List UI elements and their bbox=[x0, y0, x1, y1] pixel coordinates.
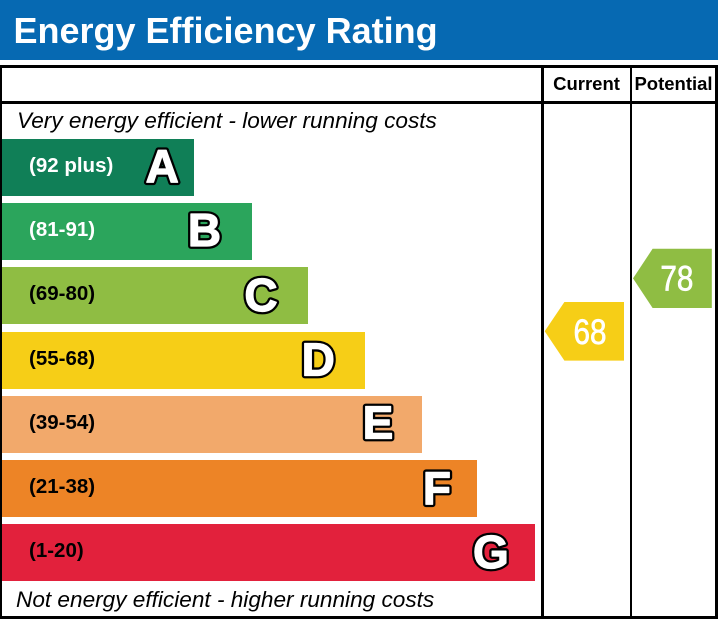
svg-text:A: A bbox=[146, 140, 179, 192]
svg-text:D: D bbox=[302, 334, 335, 386]
svg-text:F: F bbox=[423, 462, 451, 514]
svg-text:A: A bbox=[146, 140, 179, 192]
svg-text:E: E bbox=[363, 397, 394, 449]
svg-text:G: G bbox=[473, 526, 509, 578]
svg-text:78: 78 bbox=[660, 260, 693, 299]
svg-text:F: F bbox=[423, 462, 451, 514]
svg-text:E: E bbox=[363, 397, 394, 449]
svg-text:D: D bbox=[302, 334, 335, 386]
svg-text:B: B bbox=[188, 204, 221, 256]
svg-text:68: 68 bbox=[574, 313, 607, 352]
svg-text:C: C bbox=[244, 269, 277, 321]
svg-text:C: C bbox=[244, 269, 277, 321]
svg-text:B: B bbox=[188, 204, 221, 256]
svg-text:G: G bbox=[473, 526, 509, 578]
